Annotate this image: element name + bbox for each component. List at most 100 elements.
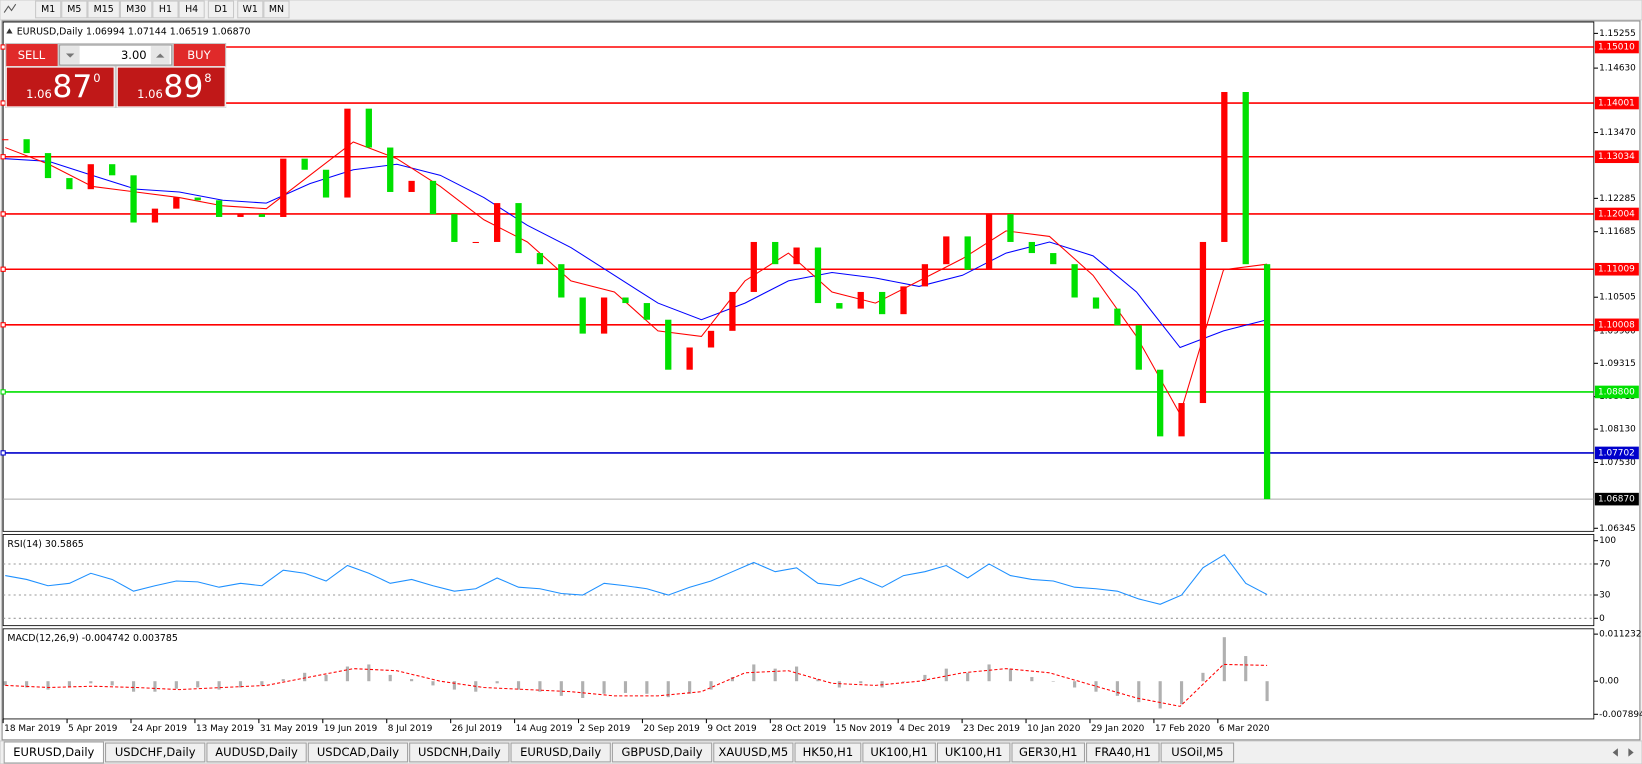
tab[interactable] bbox=[3, 741, 104, 764]
sell-price-box[interactable] bbox=[5, 66, 115, 108]
tab-label[interactable]: USDCNH,Daily bbox=[418, 745, 501, 759]
tab-label[interactable]: UK100,H1 bbox=[870, 745, 928, 759]
tab-label[interactable]: EURUSD,Daily bbox=[13, 745, 94, 759]
chart-tabs: EURUSD,Daily USDCHF,Daily AUDUSD,Daily USDC… bbox=[0, 740, 1642, 764]
buy-button[interactable] bbox=[173, 44, 226, 67]
macd-bar bbox=[281, 679, 285, 682]
tab[interactable] bbox=[862, 742, 936, 763]
scroll-right[interactable] bbox=[1628, 748, 1634, 757]
level-handle bbox=[0, 322, 6, 328]
timeframe-label[interactable]: M15 bbox=[94, 4, 114, 15]
tab-label[interactable]: FRA40,H1 bbox=[1095, 745, 1151, 759]
timeframe-bar: M1 M5 M15 M30 H1 H4 D1 W1 MN bbox=[3, 0, 290, 19]
x-tick-label: 17 Feb 2020 bbox=[1155, 724, 1211, 734]
timeframe-button[interactable] bbox=[61, 0, 88, 19]
x-tick-label: 9 Oct 2019 bbox=[707, 724, 757, 734]
tab[interactable] bbox=[409, 742, 510, 763]
timeframe-button[interactable] bbox=[263, 0, 290, 19]
tab[interactable] bbox=[206, 742, 307, 763]
tab-label[interactable]: AUDUSD,Daily bbox=[215, 745, 298, 759]
tab[interactable] bbox=[936, 742, 1011, 763]
tab-label[interactable]: USOil,M5 bbox=[1171, 745, 1223, 759]
timeframe-button[interactable] bbox=[237, 0, 264, 19]
timeframe-label[interactable]: H4 bbox=[185, 4, 198, 15]
level-label-box bbox=[1594, 446, 1639, 460]
timeframe-button[interactable] bbox=[119, 0, 153, 19]
candle bbox=[1221, 91, 1228, 242]
sell-label[interactable]: SELL bbox=[18, 48, 46, 62]
chart-header: EURUSD,Daily 1.06994 1.07144 1.06519 1.0… bbox=[17, 26, 251, 37]
lots-field[interactable] bbox=[59, 44, 173, 66]
scroll-left[interactable] bbox=[1612, 748, 1618, 757]
macd-bar bbox=[1137, 681, 1141, 703]
tab-label[interactable]: USDCHF,Daily bbox=[115, 745, 196, 759]
candle bbox=[1135, 325, 1142, 370]
tab[interactable] bbox=[1086, 742, 1160, 763]
tab-label[interactable]: GER30,H1 bbox=[1019, 745, 1077, 759]
lots-value[interactable]: 3.00 bbox=[121, 48, 147, 62]
candle bbox=[87, 164, 94, 190]
timeframe-label[interactable]: MN bbox=[269, 4, 284, 15]
macd-bar bbox=[944, 668, 948, 682]
timeframe-button[interactable] bbox=[207, 0, 235, 19]
timeframe-button[interactable] bbox=[87, 0, 120, 19]
macd-bar bbox=[3, 681, 7, 686]
timeframe-label[interactable]: M1 bbox=[41, 4, 55, 15]
level-label-box bbox=[1594, 207, 1639, 221]
candle bbox=[1242, 91, 1249, 265]
buy-price-box[interactable] bbox=[116, 66, 226, 108]
panel-header: RSI(14) 30.5865 bbox=[7, 538, 83, 549]
tab[interactable] bbox=[713, 742, 794, 763]
timeframe-label[interactable]: H1 bbox=[159, 4, 172, 15]
tab[interactable] bbox=[307, 742, 409, 763]
candle bbox=[2, 139, 9, 141]
indicator-name: MACD(12,26,9) bbox=[7, 633, 78, 644]
tab-label[interactable]: EURUSD,Daily bbox=[520, 745, 601, 759]
macd-bar bbox=[495, 681, 499, 684]
timeframe-button[interactable] bbox=[35, 0, 62, 19]
sell-button[interactable] bbox=[6, 44, 58, 67]
timeframe-button[interactable] bbox=[178, 0, 205, 19]
sell-price-fraction: 0 bbox=[93, 71, 100, 85]
macd-bar bbox=[345, 666, 350, 682]
buy-label[interactable]: BUY bbox=[187, 48, 211, 62]
macd-bar bbox=[1073, 681, 1077, 688]
macd-bar bbox=[1008, 668, 1013, 682]
timeframe-label[interactable]: D1 bbox=[214, 4, 227, 15]
timeframe-label[interactable]: M30 bbox=[126, 4, 146, 15]
x-tick-label: 8 Jul 2019 bbox=[388, 724, 433, 734]
arrow-up bbox=[156, 53, 165, 58]
chart-icon bbox=[3, 3, 17, 13]
timeframe-label[interactable]: M5 bbox=[67, 4, 81, 15]
tab[interactable] bbox=[105, 742, 206, 763]
candle bbox=[622, 297, 629, 304]
y-tick-label: 30 bbox=[1599, 591, 1611, 601]
timeframe-button[interactable] bbox=[152, 0, 179, 19]
x-tick-label: 5 Apr 2019 bbox=[68, 724, 118, 734]
macd-bar bbox=[1222, 637, 1226, 682]
macd-bar bbox=[1201, 672, 1205, 682]
candle bbox=[686, 347, 693, 370]
tab-label[interactable]: HK50,H1 bbox=[803, 745, 853, 759]
x-tick-label: 26 Jul 2019 bbox=[452, 724, 503, 734]
tab[interactable] bbox=[611, 742, 713, 763]
y-tick-label: 100 bbox=[1599, 536, 1616, 546]
tab-label[interactable]: XAUUSD,M5 bbox=[718, 745, 788, 759]
tab[interactable] bbox=[1160, 742, 1235, 763]
tab-label[interactable]: GBPUSD,Daily bbox=[621, 745, 702, 759]
timeframe-label[interactable]: W1 bbox=[243, 4, 258, 15]
tab-label[interactable]: UK100,H1 bbox=[945, 745, 1003, 759]
tab[interactable] bbox=[794, 742, 862, 763]
level-handle bbox=[0, 44, 6, 50]
signal-line bbox=[5, 663, 1268, 707]
candle bbox=[921, 264, 929, 287]
x-tick-label: 6 Mar 2020 bbox=[1219, 724, 1270, 734]
candle bbox=[44, 153, 52, 179]
panel-frame bbox=[2, 628, 1595, 720]
y-tick-label: 1.09315 bbox=[1599, 359, 1636, 369]
candle bbox=[109, 164, 116, 176]
ohlc-value: 1.06994 bbox=[86, 26, 125, 37]
tab[interactable] bbox=[510, 742, 611, 763]
tab-label[interactable]: USDCAD,Daily bbox=[317, 745, 399, 759]
tab[interactable] bbox=[1011, 742, 1085, 763]
